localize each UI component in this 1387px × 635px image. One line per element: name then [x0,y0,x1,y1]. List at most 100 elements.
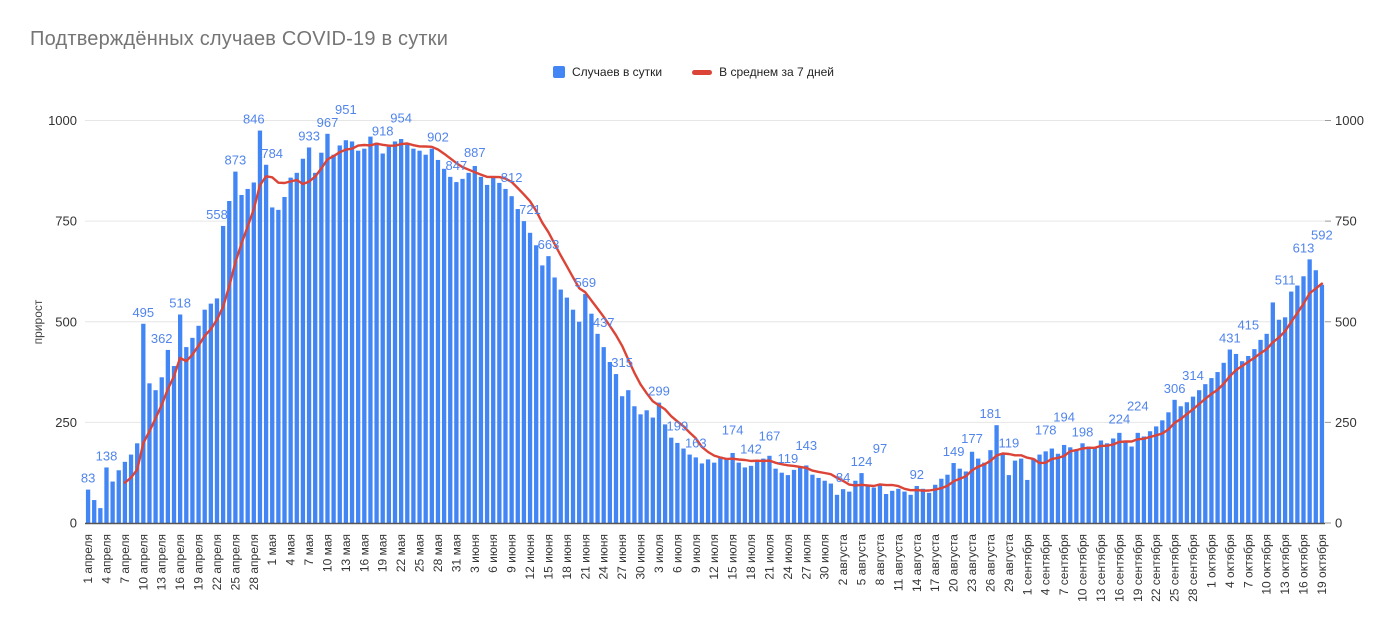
bar[interactable] [1006,475,1012,523]
bar[interactable] [294,172,299,523]
bar[interactable] [239,194,244,523]
bar[interactable] [1239,361,1245,523]
bar[interactable] [153,390,158,523]
bar[interactable] [1012,460,1018,523]
bar[interactable] [890,490,895,523]
bar[interactable] [331,154,336,523]
bar[interactable] [1209,378,1214,523]
bar[interactable] [484,184,490,523]
bar[interactable] [1141,436,1147,523]
bar[interactable] [853,480,858,523]
bar[interactable] [116,470,121,523]
bar[interactable] [1160,420,1165,523]
bar[interactable] [767,455,772,523]
bar[interactable] [896,488,901,523]
bar[interactable] [693,457,698,523]
bar[interactable] [1289,291,1294,523]
legend-item-average[interactable]: В среднем за 7 дней [692,65,834,79]
bar[interactable] [816,477,821,523]
bar[interactable] [908,494,913,523]
bar[interactable] [276,209,281,524]
bar[interactable] [92,500,97,523]
bar[interactable] [196,325,201,523]
bar[interactable] [202,309,207,523]
bar[interactable] [171,366,177,523]
bar[interactable] [208,303,213,523]
bar[interactable] [503,188,508,523]
bar[interactable] [380,153,385,524]
bar[interactable] [755,460,760,523]
bar[interactable] [263,164,269,523]
bar[interactable] [1098,440,1104,523]
bar[interactable] [1061,444,1067,523]
bar[interactable] [1104,443,1110,523]
bar[interactable] [1264,333,1269,523]
bar[interactable] [847,491,852,523]
bar[interactable] [460,178,465,524]
bar[interactable] [798,467,803,523]
bar[interactable] [883,494,889,523]
bar[interactable] [165,349,171,523]
bar[interactable] [300,158,306,524]
bar[interactable] [583,293,588,523]
bar[interactable] [1221,362,1226,523]
bar[interactable] [1123,440,1128,523]
bar[interactable] [1049,448,1054,523]
bar[interactable] [1246,355,1251,523]
bar[interactable] [1178,406,1183,523]
bar[interactable] [220,225,226,523]
bar[interactable] [699,463,705,523]
bar[interactable] [871,487,876,523]
bar[interactable] [313,172,318,523]
bar[interactable] [423,154,428,523]
bar[interactable] [773,468,778,523]
bar[interactable] [607,362,612,523]
bar[interactable] [98,508,103,523]
bar[interactable] [1190,396,1196,524]
bar[interactable] [613,374,619,523]
bar[interactable] [957,468,962,523]
bar[interactable] [1184,402,1190,523]
bar[interactable] [1197,390,1202,523]
bar[interactable] [288,177,293,523]
bar[interactable] [1301,276,1306,523]
bar[interactable] [214,298,220,523]
bar[interactable] [1031,458,1036,523]
bar[interactable] [730,452,735,523]
bar[interactable] [712,462,717,524]
bar[interactable] [362,148,367,523]
bar[interactable] [840,489,846,523]
bar[interactable] [859,473,864,523]
bar[interactable] [122,461,128,523]
bar[interactable] [945,474,950,523]
bar[interactable] [638,414,643,523]
bar[interactable] [976,458,981,523]
bar[interactable] [1276,319,1282,523]
bar[interactable] [920,488,926,523]
bar[interactable] [1025,479,1030,523]
bar[interactable] [1233,353,1239,523]
bar[interactable] [1068,447,1073,523]
bar[interactable] [466,172,471,523]
bar[interactable] [1307,259,1312,523]
bar[interactable] [736,462,741,524]
bar[interactable] [644,410,649,523]
bar[interactable] [540,265,545,523]
bar[interactable] [491,177,496,523]
bar[interactable] [497,182,502,523]
bar[interactable] [282,196,287,524]
bar[interactable] [705,459,711,523]
bar[interactable] [337,145,342,523]
bar[interactable] [1018,458,1024,523]
bar[interactable] [368,136,373,523]
bar[interactable] [319,152,324,523]
bar[interactable] [1252,349,1257,523]
bar[interactable] [386,146,392,523]
bar[interactable] [178,314,183,524]
bar[interactable] [951,463,956,523]
bar[interactable] [343,140,349,523]
bar[interactable] [1227,349,1232,523]
bar[interactable] [472,165,477,524]
bar[interactable] [325,133,330,523]
bar[interactable] [1319,284,1325,523]
